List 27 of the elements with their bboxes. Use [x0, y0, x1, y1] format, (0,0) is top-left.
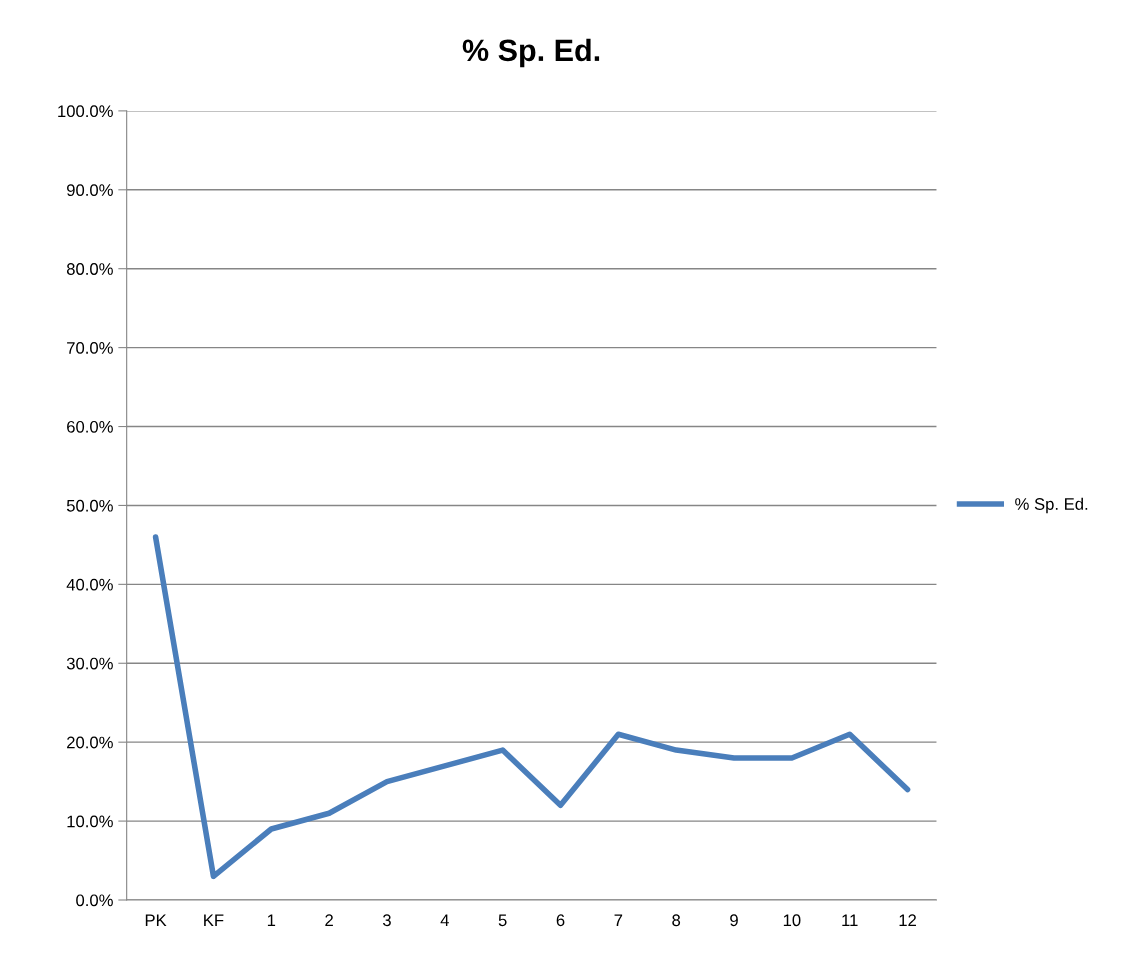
x-tick-label: 4	[440, 914, 449, 926]
legend-label: % Sp. Ed.	[1015, 497, 1088, 514]
x-tick-label: 12	[899, 914, 916, 926]
x-tick-label: 11	[842, 914, 858, 926]
y-tick-label: 70.0%	[67, 342, 113, 354]
y-tick-label: 30.0%	[66, 657, 113, 670]
y-tick-label: 40.0%	[66, 578, 113, 591]
y-tick-label: 80.0%	[66, 263, 113, 275]
y-tick-label: 100.0%	[58, 105, 113, 118]
y-tick-label: 0.0%	[76, 894, 113, 907]
x-tick-label: 2	[325, 914, 333, 926]
chart-title: % Sp. Ed.	[462, 38, 600, 68]
y-tick-label: 60.0%	[67, 420, 113, 433]
x-tick-label: 3	[382, 914, 391, 927]
x-tick-label: 7	[614, 914, 623, 926]
y-tick-label: 50.0%	[66, 499, 113, 512]
x-tick-label: KF	[204, 914, 224, 926]
x-tick-label: 6	[556, 914, 565, 927]
y-tick-label: 10.0%	[67, 815, 113, 828]
y-tick-label: 20.0%	[67, 736, 113, 749]
x-tick-label: 10	[783, 914, 801, 927]
x-tick-label: 8	[672, 914, 681, 927]
x-tick-label: 1	[267, 914, 276, 926]
x-tick-label: 5	[498, 914, 507, 927]
y-tick-label: 90.0%	[67, 184, 113, 196]
x-tick-label: PK	[145, 914, 167, 926]
x-tick-label: 9	[730, 914, 738, 927]
